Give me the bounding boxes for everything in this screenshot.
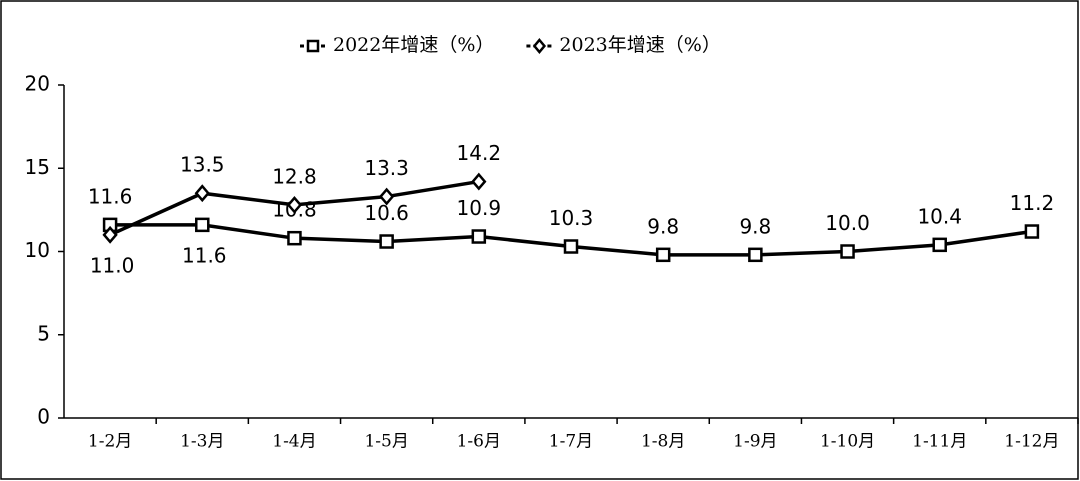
x-tick-label: 1-10月 — [820, 432, 875, 452]
x-tick-label: 1-2月 — [88, 432, 132, 452]
y-tick-label: 15 — [25, 155, 50, 179]
x-tick-label: 1-12月 — [1004, 432, 1059, 452]
marker — [932, 237, 947, 253]
marker — [471, 229, 487, 244]
marker — [840, 244, 855, 259]
marker — [748, 247, 763, 263]
marker — [102, 225, 118, 244]
marker — [194, 184, 210, 203]
data-label: 11.6 — [182, 243, 227, 267]
legend-marker — [532, 38, 547, 54]
marker — [563, 239, 579, 254]
data-label: 11.0 — [90, 253, 135, 277]
y-tick-label: 10 — [25, 238, 50, 262]
data-label: 10.0 — [825, 211, 870, 235]
x-tick-label: 1-5月 — [364, 432, 408, 452]
marker — [287, 230, 302, 246]
x-tick-label: 1-4月 — [272, 432, 316, 452]
data-label: 14.2 — [457, 141, 502, 165]
data-label: 13.5 — [180, 153, 225, 177]
data-label: 9.8 — [739, 214, 771, 238]
marker — [379, 234, 394, 249]
x-tick-label: 1-6月 — [457, 432, 501, 452]
data-label: 10.9 — [457, 196, 502, 220]
legend-label: 2022年增速（%） — [333, 34, 494, 56]
x-tick-label: 1-8月 — [641, 432, 685, 452]
marker — [471, 172, 487, 191]
data-label: 10.4 — [917, 204, 962, 228]
marker — [655, 247, 671, 263]
data-label: 9.8 — [647, 214, 679, 238]
data-label: 12.8 — [272, 164, 317, 188]
y-tick-label: 20 — [25, 72, 50, 96]
marker — [1024, 224, 1040, 239]
data-label: 10.3 — [549, 206, 594, 230]
legend: 2022年增速（%） 2023年增速（%） — [300, 34, 721, 56]
data-label: 11.6 — [88, 184, 133, 208]
x-tick-label: 1-7月 — [549, 432, 593, 452]
marker — [378, 187, 395, 206]
x-tick-label: 1-9月 — [733, 432, 777, 452]
legend-marker — [306, 39, 320, 53]
y-tick-label: 5 — [37, 321, 50, 345]
legend-label: 2023年增速（%） — [559, 34, 720, 56]
y-tick-label: 0 — [37, 405, 50, 429]
marker — [286, 195, 303, 214]
data-label: 13.3 — [364, 156, 409, 180]
x-tick-label: 1-3月 — [180, 432, 224, 452]
data-label: 11.2 — [1010, 191, 1055, 215]
x-tick-label: 1-11月 — [912, 432, 967, 452]
marker — [195, 217, 210, 233]
